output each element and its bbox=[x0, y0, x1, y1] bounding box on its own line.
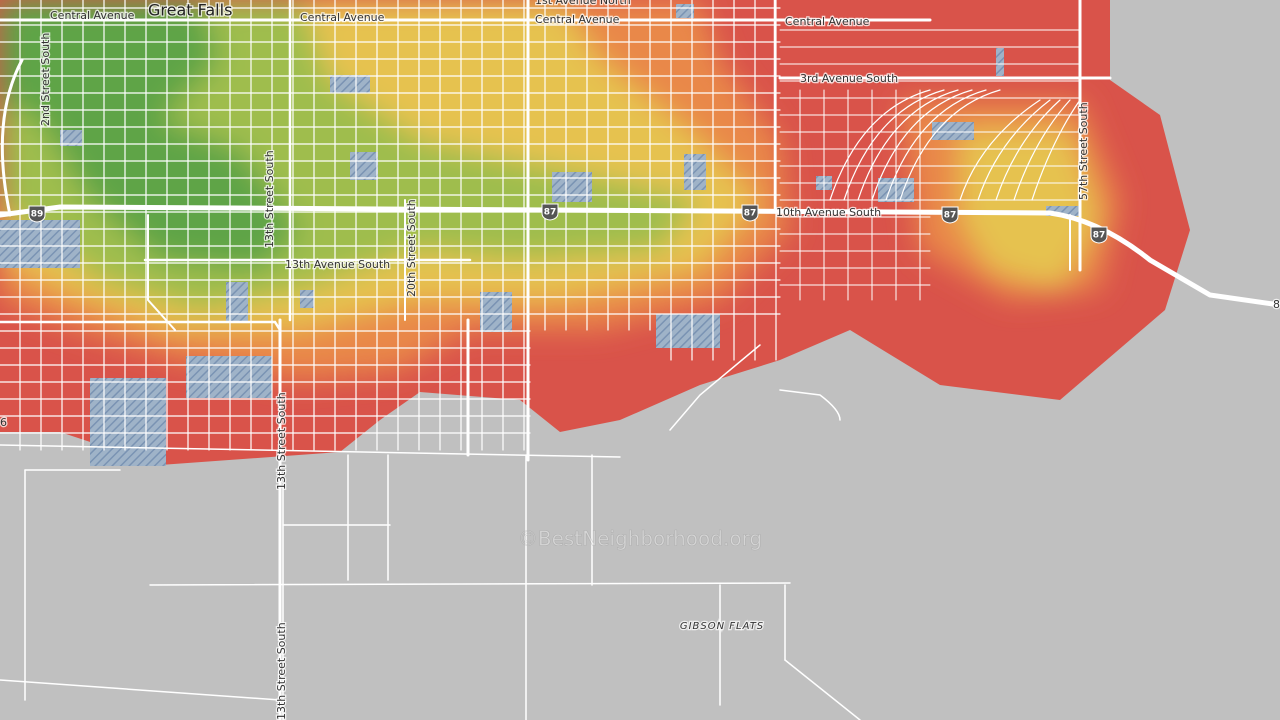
route-shield bbox=[741, 204, 759, 222]
park bbox=[480, 292, 512, 332]
shield-number: 87 bbox=[944, 211, 957, 221]
park bbox=[60, 130, 82, 146]
street-label: 2nd Street South bbox=[39, 33, 52, 126]
park bbox=[226, 282, 248, 322]
park bbox=[1046, 206, 1080, 216]
park bbox=[676, 4, 694, 18]
street-label: Central Avenue bbox=[300, 11, 385, 24]
street bbox=[959, 99, 1041, 201]
shield-number: 87 bbox=[544, 208, 557, 218]
street-label: 20th Street South bbox=[405, 199, 418, 297]
route-shield bbox=[941, 206, 959, 224]
park bbox=[350, 152, 378, 180]
park bbox=[300, 290, 314, 308]
heat-layer bbox=[0, 0, 1190, 465]
place-label: Great Falls bbox=[148, 1, 232, 20]
street bbox=[899, 89, 1001, 201]
street-label: 13th Avenue South bbox=[285, 258, 390, 271]
route-shield bbox=[541, 203, 559, 221]
watermark: ©BestNeighborhood.org bbox=[518, 527, 762, 551]
street-label: 57th Street South bbox=[1077, 102, 1090, 200]
street bbox=[871, 89, 973, 201]
parks bbox=[0, 4, 1080, 466]
street bbox=[0, 679, 281, 701]
street bbox=[0, 444, 621, 458]
street bbox=[885, 89, 987, 201]
street bbox=[1013, 99, 1071, 201]
street-label: 13th Street South bbox=[275, 392, 288, 490]
major-road bbox=[0, 320, 282, 332]
park bbox=[996, 48, 1004, 76]
park bbox=[684, 154, 706, 190]
street bbox=[149, 582, 791, 586]
street bbox=[857, 89, 959, 201]
street bbox=[669, 344, 841, 431]
route-shield bbox=[1090, 226, 1108, 244]
park bbox=[90, 378, 166, 466]
shield-number: 87 bbox=[1093, 231, 1106, 241]
park bbox=[186, 356, 272, 398]
street-label: Central Avenue bbox=[785, 15, 870, 28]
street-label: Central Avenue bbox=[535, 13, 620, 26]
street-label: 13th Street South bbox=[275, 622, 288, 720]
street bbox=[784, 659, 861, 720]
park bbox=[330, 75, 370, 93]
street bbox=[977, 99, 1051, 201]
park bbox=[0, 220, 80, 268]
area-label: GIBSON FLATS bbox=[680, 621, 764, 632]
street bbox=[1031, 99, 1081, 201]
park bbox=[932, 122, 974, 140]
street bbox=[829, 89, 931, 201]
shield-number: 89 bbox=[31, 210, 44, 220]
street-label: 3rd Avenue South bbox=[800, 72, 898, 85]
edge-label: 6 bbox=[0, 416, 7, 429]
edge-label: 8 bbox=[1273, 298, 1280, 311]
park bbox=[656, 314, 720, 348]
major-road bbox=[0, 58, 24, 217]
park bbox=[552, 172, 592, 202]
street-label: 13th Street South bbox=[263, 150, 276, 248]
shield-number: 87 bbox=[744, 209, 757, 219]
street bbox=[995, 99, 1061, 201]
street bbox=[843, 89, 945, 201]
street-label: Central Avenue bbox=[50, 9, 135, 22]
street-label: 1st Avenue North bbox=[535, 0, 631, 7]
route-shield bbox=[28, 205, 46, 223]
major-road bbox=[147, 214, 176, 331]
street-label: 10th Avenue South bbox=[776, 206, 881, 219]
